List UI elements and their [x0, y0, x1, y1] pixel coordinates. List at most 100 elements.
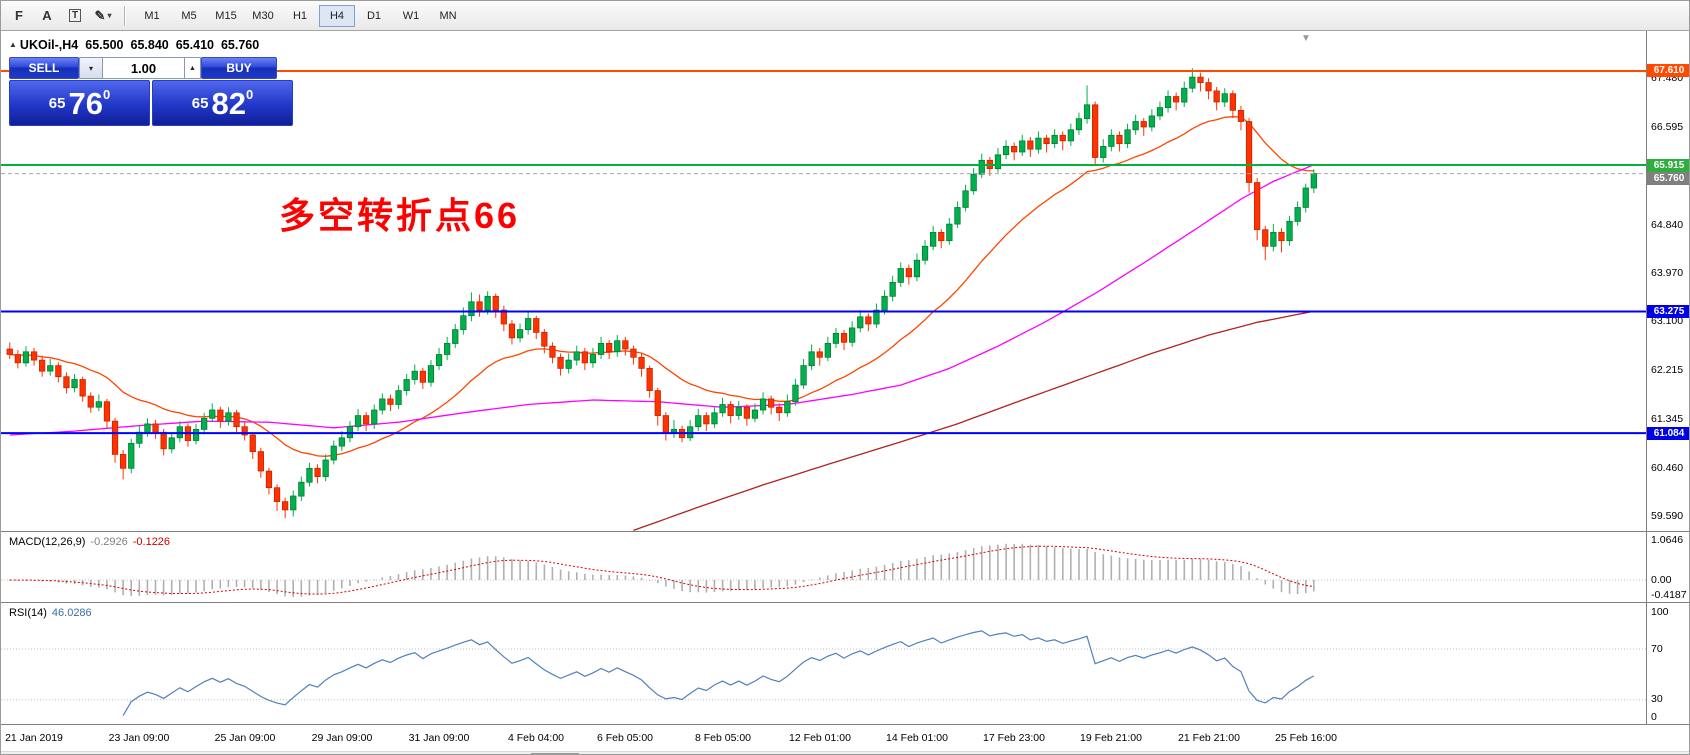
time-axis-label: 6 Feb 05:00 — [596, 732, 654, 744]
chart-annotation-text: 多空转折点66 — [279, 195, 521, 236]
candles-layer — [6, 68, 1317, 519]
price-tag-61.084: 61.084 — [1647, 427, 1689, 440]
buy-price-pips: 82 — [211, 85, 246, 121]
text-tool-icon: A — [42, 8, 52, 23]
time-axis-label: 14 Feb 01:00 — [886, 732, 948, 744]
rsi-value: 46.0286 — [51, 607, 92, 619]
timeframe-button-h4[interactable]: H4 — [319, 4, 355, 27]
lot-spinner-up-button[interactable]: ▲ — [185, 57, 201, 79]
buy-button[interactable]: BUY — [201, 57, 277, 79]
ma-fast-line — [9, 116, 1314, 457]
price-tick-label: 59.590 — [1651, 510, 1684, 522]
sell-price-point: 0 — [102, 87, 111, 102]
price-tick-label: 62.215 — [1651, 364, 1684, 376]
buy-price-point: 0 — [245, 87, 254, 102]
panel-separator[interactable] — [1, 531, 1689, 532]
lot-dropdown-button[interactable]: ▾ — [79, 57, 103, 79]
symbol-name: UKOil-,H4 — [19, 38, 79, 52]
macd-signal-value: -0.1226 — [132, 536, 171, 548]
timeframe-button-w1[interactable]: W1 — [402, 9, 420, 22]
sell-price-base: 65 — [48, 94, 66, 112]
macd-indicator-chart[interactable] — [1, 533, 1646, 602]
macd-main-value: -0.2926 — [90, 536, 128, 548]
rsi-indicator-chart[interactable] — [1, 604, 1646, 724]
timeframe-button-m1[interactable]: M1 — [144, 9, 160, 22]
time-axis[interactable]: 21 Jan 2019 23 Jan 09:00 25 Jan 09:00 29 Ja… — [1, 725, 1646, 751]
horizontal-scrollbar[interactable] — [1, 751, 1689, 754]
chevron-down-icon: ▾ — [88, 63, 93, 73]
price-tick-label: 66.595 — [1651, 121, 1684, 133]
text-label-tool-icon: T — [68, 9, 82, 22]
price-axis[interactable]: 67.480 66.595 64.840 63.970 63.100 62.215 61.3… — [1646, 31, 1689, 725]
rsi-axis-label: 30 — [1651, 693, 1663, 705]
macd-axis-label: -0.4187 — [1651, 589, 1687, 601]
time-axis-label: 8 Feb 05:00 — [694, 732, 752, 744]
rsi-line — [122, 630, 1315, 716]
price-tag-67.610: 67.610 — [1647, 64, 1689, 77]
price-tick-label: 63.100 — [1651, 315, 1684, 327]
candlestick-chart[interactable] — [1, 31, 1646, 531]
macd-label: MACD(12,26,9) -0.2926 -0.1226 — [9, 536, 175, 548]
ohlc-high: 65.840 — [130, 38, 169, 52]
macd-name: MACD(12,26,9) — [9, 536, 86, 548]
buy-price-button[interactable]: 65 82 0 — [152, 80, 293, 126]
time-axis-label: 31 Jan 09:00 — [408, 732, 470, 744]
fibonacci-tool-button[interactable]: F — [6, 4, 32, 28]
time-axis-label: 21 Feb 21:00 — [1178, 732, 1240, 744]
time-axis-label: 17 Feb 23:00 — [983, 732, 1045, 744]
toolbar: F A T ✎ ▾ M1 M5 M15 M30 H1 H4 D1 W1 MN — [1, 1, 1689, 31]
price-tick-label: 64.840 — [1651, 219, 1684, 231]
time-axis-label: 23 Jan 09:00 — [108, 732, 170, 744]
lot-size-input[interactable] — [103, 57, 185, 79]
price-tick-label: 63.970 — [1651, 267, 1684, 279]
macd-axis-label: 1.0646 — [1651, 534, 1684, 546]
symbol-ohlc-header: ▲ UKOil-,H4 65.500 65.840 65.410 65.760 — [9, 38, 266, 52]
rsi-label: RSI(14) 46.0286 — [9, 607, 97, 619]
price-tick-label: 60.460 — [1651, 462, 1684, 474]
sell-price-button[interactable]: 65 76 0 — [9, 80, 150, 126]
ma-slow-line — [633, 310, 1314, 531]
timeframe-button-m5[interactable]: M5 — [181, 9, 197, 22]
rsi-axis-label: 70 — [1651, 643, 1663, 655]
rsi-name: RSI(14) — [9, 607, 47, 619]
chevron-down-icon: ▾ — [107, 11, 112, 20]
scrollbar-thumb[interactable] — [531, 753, 579, 754]
price-tag-65.915: 65.915 — [1647, 159, 1689, 172]
time-axis-label: 25 Feb 16:00 — [1275, 732, 1337, 744]
line-tools-group: F A T ✎ ▾ — [6, 1, 118, 30]
macd-axis-label: 0.00 — [1651, 574, 1672, 586]
ma-mid-line — [9, 164, 1315, 436]
timeframe-button-d1[interactable]: D1 — [366, 9, 382, 22]
one-click-trading-panel: SELL ▾ ▲ BUY 65 76 0 65 82 0 — [9, 57, 293, 126]
price-tag-65.760: 65.760 — [1647, 172, 1689, 185]
chevron-up-icon: ▲ — [189, 64, 196, 72]
toolbar-separator — [124, 5, 126, 26]
buy-price-base: 65 — [191, 94, 209, 112]
time-axis-label: 12 Feb 01:00 — [789, 732, 851, 744]
time-axis-label: 25 Jan 09:00 — [214, 732, 276, 744]
sell-button[interactable]: SELL — [9, 57, 79, 79]
price-tick-label: 61.345 — [1651, 413, 1684, 425]
timeframe-button-m30[interactable]: M30 — [252, 9, 274, 22]
ohlc-close: 65.760 — [220, 38, 260, 52]
sell-price-pips: 76 — [68, 85, 103, 121]
timeframe-button-m15[interactable]: M15 — [215, 9, 237, 22]
text-tool-button[interactable]: A — [34, 4, 60, 28]
rsi-axis-label: 100 — [1651, 606, 1669, 618]
time-axis-label: 29 Jan 09:00 — [311, 732, 373, 744]
ohlc-open: 65.500 — [85, 38, 124, 52]
panel-separator[interactable] — [1, 602, 1689, 603]
chart-shift-marker-icon: ▼ — [1301, 33, 1311, 44]
time-axis-label: 21 Jan 2019 — [5, 732, 63, 744]
timeframe-button-h1[interactable]: H1 — [292, 9, 308, 22]
fibonacci-tool-icon: F — [15, 8, 23, 23]
macd-signal-line — [9, 545, 1314, 595]
timeframe-buttons-group: M1 M5 M15 M30 H1 H4 D1 W1 MN — [134, 1, 467, 30]
timeframe-button-mn[interactable]: MN — [439, 9, 457, 22]
rsi-axis-label: 0 — [1651, 711, 1657, 723]
arrows-tool-button[interactable]: ✎ ▾ — [90, 4, 116, 28]
panel-separator[interactable] — [1, 724, 1689, 725]
text-label-tool-button[interactable]: T — [62, 4, 88, 28]
price-tag-63.275: 63.275 — [1647, 305, 1689, 318]
